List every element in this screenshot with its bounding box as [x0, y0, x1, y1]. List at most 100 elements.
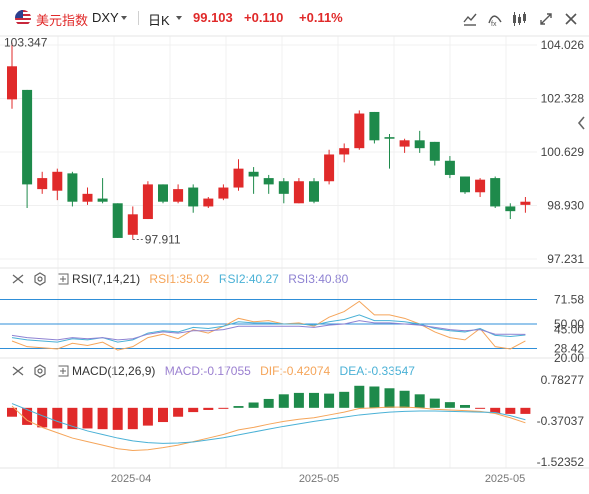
close-icon[interactable]	[563, 11, 579, 27]
close-icon[interactable]	[12, 366, 24, 376]
rsi3-value: RSI3:40.80	[288, 272, 349, 286]
candle-body	[460, 176, 470, 193]
y-tick-label: 104.026	[541, 38, 585, 52]
macd-histogram-bar	[248, 402, 259, 408]
candle-body	[505, 206, 516, 212]
candle-body	[444, 160, 455, 175]
macd-histogram-bar	[37, 407, 48, 428]
candle-style-icon[interactable]	[511, 11, 527, 27]
macd-tick-label: -1.52352	[537, 455, 585, 469]
y-tick-label: 97.231	[547, 252, 584, 266]
macd-histogram-bar	[158, 407, 168, 423]
macd-tick-label: -0.37037	[537, 414, 585, 428]
macd-histogram-bar	[354, 385, 365, 408]
x-tick-label: 2025-05	[485, 473, 525, 485]
rsi-title: RSI(7,14,21)	[72, 272, 141, 286]
chart-type-icon[interactable]	[462, 11, 478, 27]
macd-title: MACD(12,26,9)	[72, 364, 156, 378]
collapse-arrow-icon[interactable]	[575, 112, 589, 134]
gear-icon[interactable]	[33, 364, 47, 378]
macd-histogram-bar	[505, 407, 516, 414]
rsi-tick-label: 50.00	[554, 317, 584, 331]
symbol-code[interactable]: DXY	[92, 10, 119, 25]
price-change: +0.110	[244, 10, 284, 25]
candle-body	[127, 214, 138, 235]
rsi-legend: RSI(7,14,21) RSI1:35.02 RSI2:40.27 RSI3:…	[12, 272, 348, 286]
dif-value: DIF:-0.42074	[260, 364, 331, 378]
rsi2-value: RSI2:40.27	[218, 272, 279, 286]
candlestick-pane: 103.347 97.911	[4, 36, 531, 247]
symbol-name[interactable]: 美元指数	[36, 13, 89, 28]
high-price-label: 103.347	[4, 36, 48, 50]
candle-body	[369, 111, 380, 141]
candle-body	[82, 193, 93, 202]
macd-histogram-bar	[127, 407, 138, 430]
macd-histogram-bar	[414, 394, 425, 408]
candle-body	[22, 89, 33, 185]
candle-body	[188, 187, 199, 207]
candle-body	[37, 178, 48, 190]
candle-body	[263, 178, 274, 185]
macd-histogram-bar	[520, 407, 531, 414]
candle-body	[490, 178, 501, 207]
indicator-icon[interactable]: fx	[487, 11, 503, 27]
candle-body	[309, 181, 319, 202]
indicator-box-icon[interactable]	[57, 365, 69, 377]
last-price: 99.103	[193, 10, 233, 25]
macd-histogram-bar	[142, 407, 153, 426]
fullscreen-icon[interactable]	[538, 11, 554, 27]
us-flag-icon	[15, 10, 31, 26]
macd-histogram-bar	[429, 398, 440, 408]
rsi-series-line	[11, 320, 526, 341]
period-dropdown-icon[interactable]	[176, 16, 182, 20]
candle-body	[203, 198, 214, 207]
macd-histogram-bar	[82, 407, 93, 429]
macd-legend: MACD(12,26,9) MACD:-0.17055 DIF:-0.42074…	[12, 364, 415, 378]
candle-body	[429, 141, 440, 161]
macd-histogram-bar	[324, 393, 335, 408]
candle-body	[414, 140, 425, 149]
candle-body	[293, 181, 304, 204]
rsi-tick-label: 28.42	[554, 341, 584, 355]
macd-histogram-bar	[369, 386, 380, 408]
gear-icon[interactable]	[33, 272, 47, 286]
macd-histogram-bar	[475, 407, 486, 409]
candle-body	[248, 171, 259, 177]
candle-body	[112, 203, 123, 238]
indicator-box-icon[interactable]	[57, 273, 69, 285]
candle-body	[324, 154, 335, 182]
divider	[138, 11, 139, 25]
macd-histogram-bar	[112, 407, 123, 430]
dif-line	[11, 405, 526, 451]
macd-histogram-bar	[384, 388, 395, 408]
close-icon[interactable]	[12, 274, 24, 284]
candle-body	[475, 179, 486, 193]
macd-histogram-bar	[339, 391, 350, 408]
macd-histogram-bar	[444, 402, 455, 408]
rsi-series-line	[11, 300, 526, 351]
candle-body	[399, 140, 410, 147]
period-selector[interactable]: 日K	[148, 13, 170, 28]
rsi-tick-label: 71.58	[554, 293, 584, 307]
candle-body	[384, 137, 395, 139]
macd-histogram-bar	[52, 407, 63, 429]
symbol-dropdown-icon[interactable]	[121, 16, 127, 20]
low-price-label: 97.911	[145, 233, 181, 247]
x-tick-label: 2025-05	[299, 473, 339, 485]
candle-body	[67, 173, 78, 202]
candle-body	[97, 198, 108, 202]
macd-tick-label: 0.78277	[541, 373, 585, 387]
macd-histogram-bar	[460, 404, 470, 408]
candle-body	[339, 148, 350, 155]
macd-histogram-bar	[97, 407, 108, 430]
candle-body	[233, 168, 244, 188]
rsi-tick-label: 20.00	[554, 351, 584, 365]
candle-body	[278, 181, 289, 194]
candle-body	[173, 189, 184, 202]
toolbar: 美元指数 DXY 日K 99.103 +0.110 +0.11% fx	[0, 0, 589, 36]
candle-body	[142, 184, 153, 220]
candle-body	[158, 184, 168, 202]
macd-histogram-bar	[233, 406, 244, 408]
candle-body	[354, 113, 365, 149]
